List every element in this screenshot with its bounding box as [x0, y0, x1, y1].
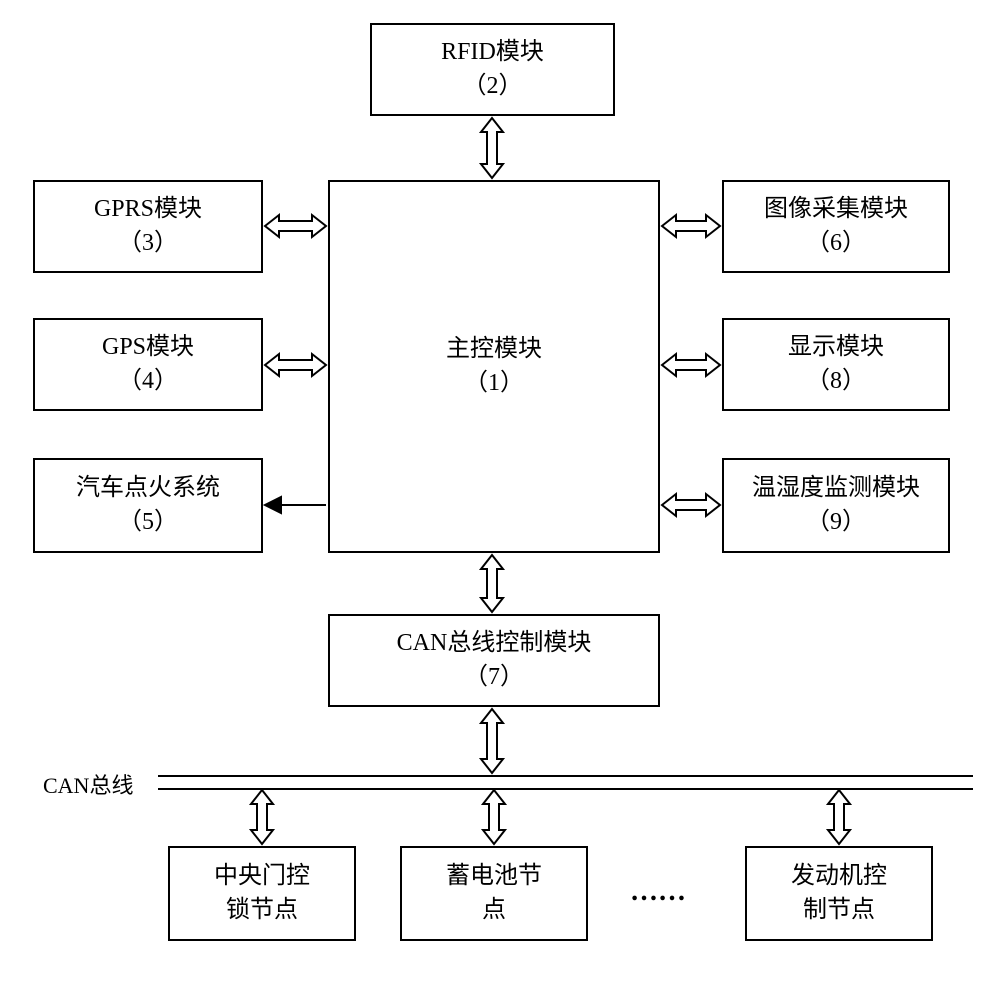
- arrows-layer: [0, 0, 1000, 989]
